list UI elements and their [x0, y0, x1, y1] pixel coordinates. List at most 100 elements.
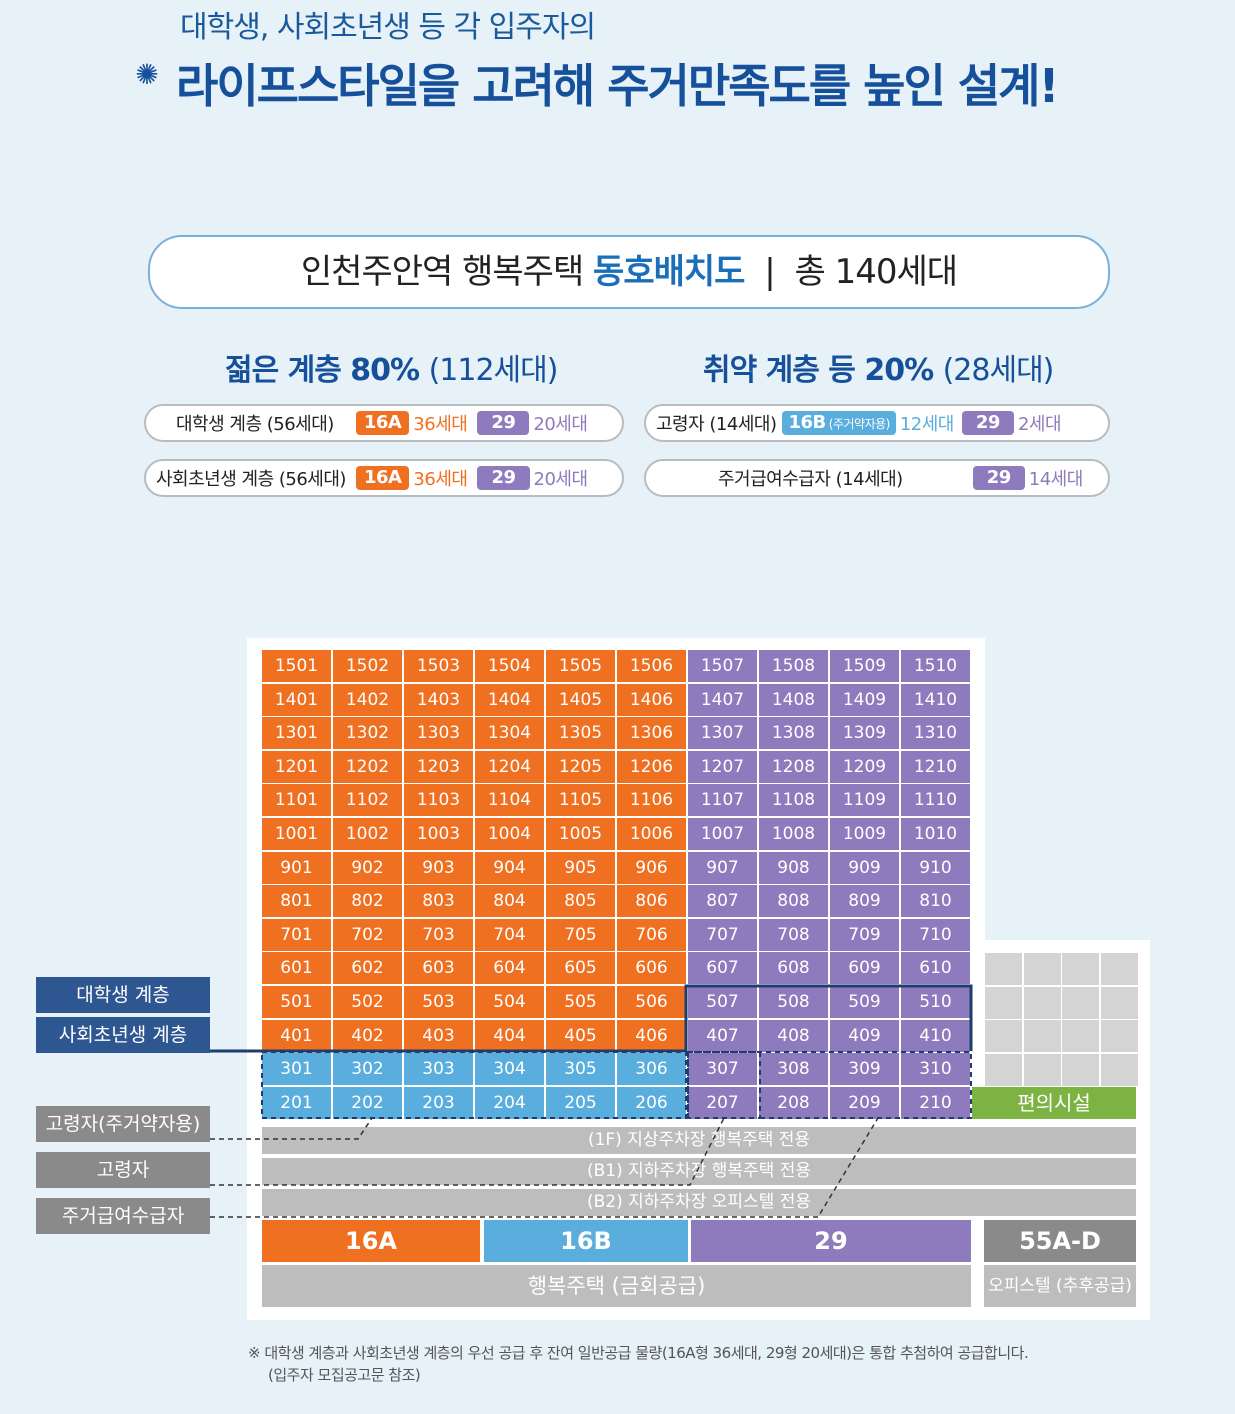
unit-cell: 1108	[759, 784, 828, 817]
unit-cell: 203	[404, 1086, 473, 1119]
unit-cell: 903	[404, 851, 473, 884]
unit-cell: 1503	[404, 650, 473, 682]
unit-cell: 303	[404, 1053, 473, 1086]
pill-label: 주거급여수급자 (14세대)	[718, 469, 903, 490]
tag-29: 29	[961, 411, 1014, 435]
unit-cell: 503	[404, 986, 473, 1018]
unit-cell: 1408	[759, 683, 828, 716]
unit-cell: 204	[475, 1086, 544, 1119]
unit-cell: 1505	[546, 650, 615, 682]
layout-title-box: 인천주안역 행복주택 동호배치도 | 총 140세대	[148, 235, 1110, 309]
unit-cell: 408	[759, 1019, 828, 1052]
pill-student: 대학생 계층 (56세대) 16A 36세대 29 20세대	[144, 404, 624, 442]
unit-cell: 305	[546, 1053, 615, 1086]
unit-cell: 209	[830, 1086, 899, 1119]
unit-cell: 1103	[404, 784, 473, 817]
unit-cell: 610	[901, 952, 970, 985]
unit-cell: 1309	[830, 717, 899, 750]
unit-cell: 406	[617, 1019, 686, 1052]
unit-cell: 608	[759, 952, 828, 985]
annex-cell	[1100, 953, 1138, 985]
unit-cell: 607	[688, 952, 757, 985]
legend-29: 29	[691, 1220, 971, 1262]
unit-cell: 409	[830, 1019, 899, 1052]
unit-cell: 1209	[830, 750, 899, 783]
unit-cell: 403	[404, 1019, 473, 1052]
unit-cell: 707	[688, 918, 757, 951]
tag-16b: 16B (주거약자용)	[782, 411, 896, 435]
unit-cell: 410	[901, 1019, 970, 1052]
sunburst-icon: ✺	[135, 58, 159, 91]
unit-cell: 301	[262, 1053, 331, 1086]
title-main: 인천주안역 행복주택	[300, 252, 584, 292]
annex-cell	[985, 953, 1022, 985]
tag-29: 29	[477, 411, 530, 435]
title-total: 총 140세대	[794, 252, 959, 292]
unit-cell: 603	[404, 952, 473, 985]
unit-cell: 1002	[333, 818, 402, 850]
unit-cell: 810	[901, 885, 970, 918]
unit-cell: 507	[688, 986, 757, 1018]
unit-cell: 809	[830, 885, 899, 918]
young-group-heading: 젊은 계층 80% (112세대)	[225, 345, 558, 389]
unit-cell: 1409	[830, 683, 899, 716]
unit-cell: 803	[404, 885, 473, 918]
pill-label: 사회초년생 계층 (56세대)	[156, 469, 346, 490]
unit-cell: 506	[617, 986, 686, 1018]
annex-cell	[1062, 1020, 1099, 1053]
unit-cell: 1004	[475, 818, 544, 850]
unit-cell: 404	[475, 1019, 544, 1052]
side-label-elderly-weak: 고령자(주거약자용)	[36, 1106, 210, 1142]
annex-cell	[1023, 953, 1061, 985]
side-label-youngworker: 사회초년생 계층	[36, 1017, 210, 1053]
unit-cell: 1404	[475, 683, 544, 716]
unit-cell: 205	[546, 1086, 615, 1119]
annex-cell	[985, 1053, 1022, 1086]
unit-cell: 606	[617, 952, 686, 985]
footnote-line2: (입주자 모집공고문 참조)	[268, 1366, 421, 1384]
unit-cell: 1106	[617, 784, 686, 817]
count-29: 14세대	[1028, 469, 1084, 490]
unit-cell: 1104	[475, 784, 544, 817]
unit-cell: 402	[333, 1019, 402, 1052]
unit-cell: 1410	[901, 683, 970, 716]
unit-cell: 709	[830, 918, 899, 951]
elderly-leader	[210, 1117, 725, 1186]
unit-cell: 504	[475, 986, 544, 1018]
annex-cell	[1023, 1053, 1061, 1086]
unit-cell: 710	[901, 918, 970, 951]
unit-cell: 1504	[475, 650, 544, 682]
unit-cell: 1007	[688, 818, 757, 850]
unit-cell: 1501	[262, 650, 331, 682]
parking-bar-b1: (B1) 지하주차장 행복주택 전용	[262, 1158, 1136, 1185]
legend-16b: 16B	[484, 1220, 688, 1262]
unit-cell: 802	[333, 885, 402, 918]
unit-cell: 706	[617, 918, 686, 951]
unit-cell: 1102	[333, 784, 402, 817]
unit-cell: 208	[759, 1086, 828, 1119]
unit-cell: 605	[546, 952, 615, 985]
unit-cell: 1204	[475, 750, 544, 783]
unit-cell: 1107	[688, 784, 757, 817]
unit-cell: 708	[759, 918, 828, 951]
unit-cell: 1010	[901, 818, 970, 850]
unit-cell: 1208	[759, 750, 828, 783]
unit-cell: 407	[688, 1019, 757, 1052]
unit-cell: 1303	[404, 717, 473, 750]
count-29: 2세대	[1017, 414, 1062, 435]
unit-cell: 910	[901, 851, 970, 884]
count-29: 20세대	[533, 469, 589, 490]
unit-cell: 1203	[404, 750, 473, 783]
unit-cell: 1001	[262, 818, 331, 850]
unit-cell: 808	[759, 885, 828, 918]
annex-cell	[1100, 1053, 1138, 1086]
unit-cell: 1402	[333, 683, 402, 716]
footnote-line1: ※ 대학생 계층과 사회초년생 계층의 우선 공급 후 잔여 일반공급 물량(1…	[248, 1344, 1029, 1362]
unit-cell: 1101	[262, 784, 331, 817]
count-29: 20세대	[533, 414, 588, 435]
legend-55ad: 55A-D	[984, 1220, 1136, 1262]
annex-cell	[1062, 1053, 1099, 1086]
unit-cell: 1302	[333, 717, 402, 750]
unit-cell: 302	[333, 1053, 402, 1086]
